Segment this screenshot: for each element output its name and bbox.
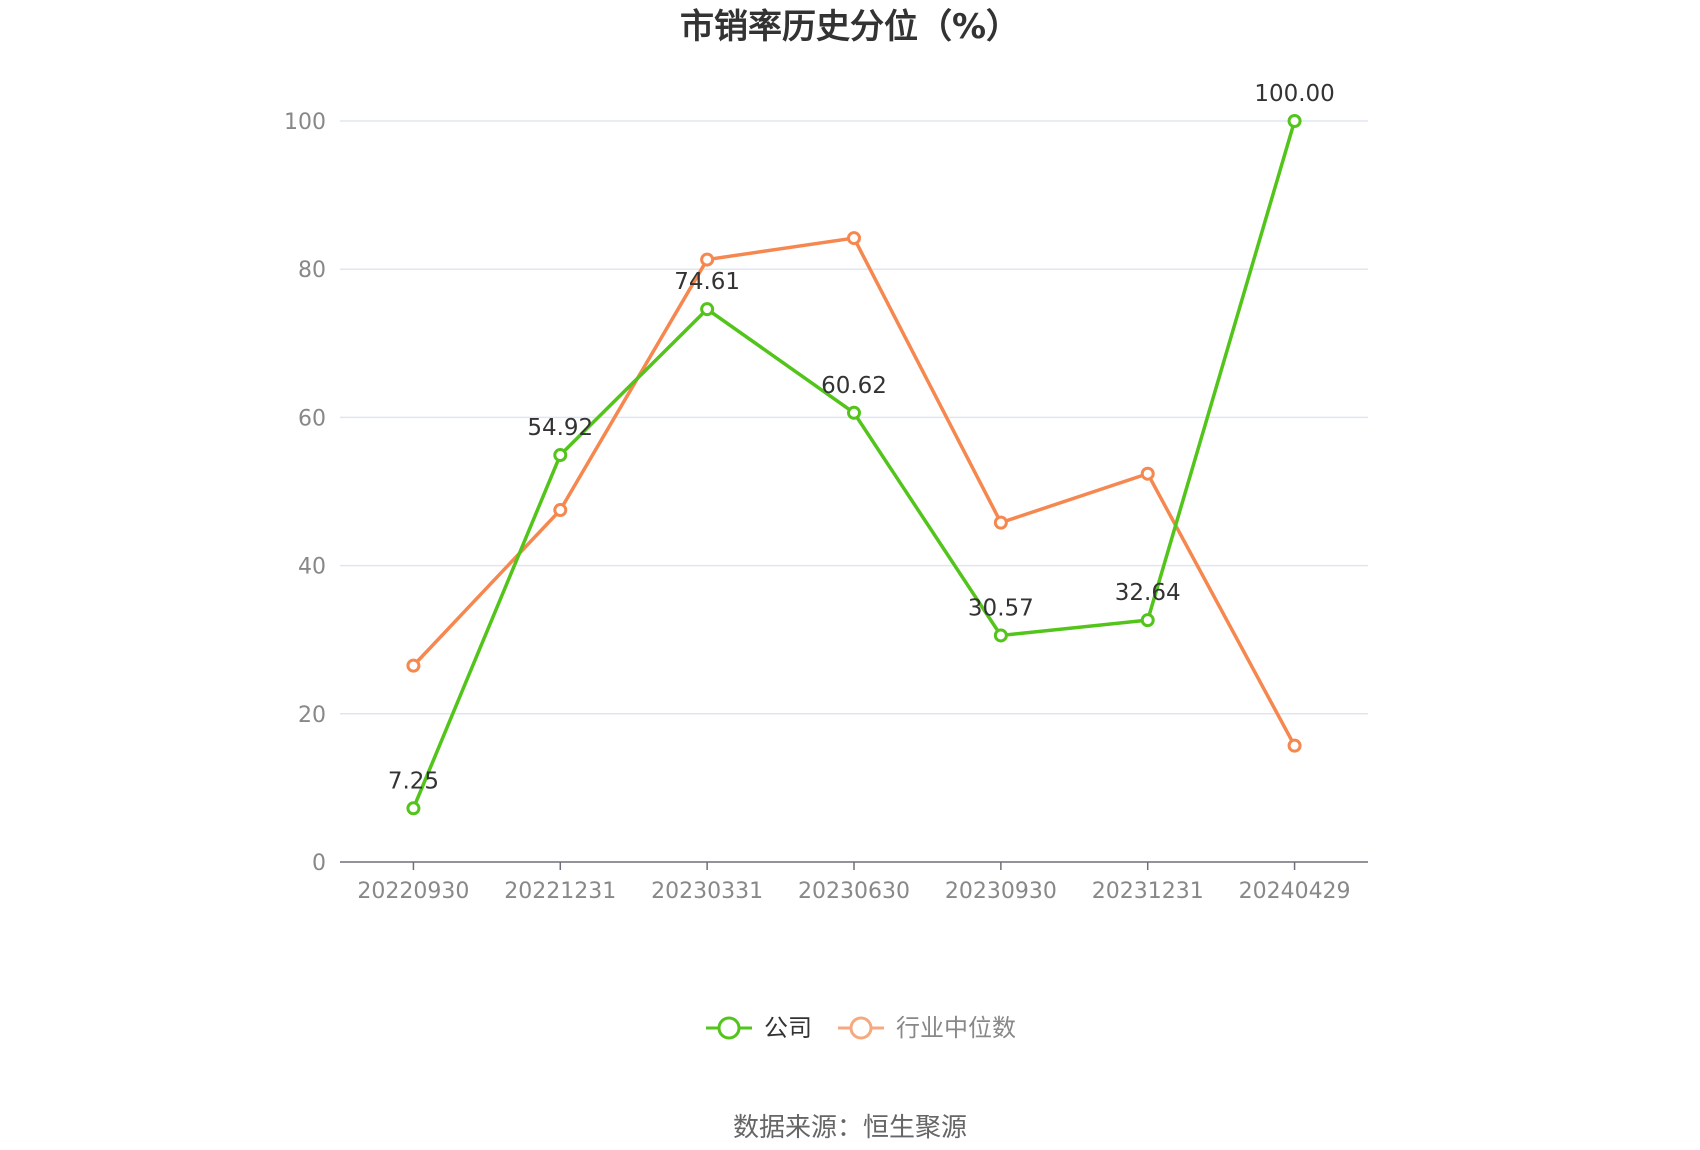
legend-company-label: 公司 [764,1014,812,1042]
x-tick-label: 20230930 [945,879,1057,904]
point-industry [993,515,1008,530]
point-industry [700,252,715,267]
data-label: 60.62 [821,373,887,399]
point-company [700,302,715,317]
x-tick-label: 20240429 [1239,879,1351,904]
y-tick-label: 100 [284,110,326,135]
y-tick-label: 80 [298,258,326,283]
chart-title: 市销率历史分位（%） [680,7,1020,47]
data-label: 32.64 [1115,580,1181,606]
series-line-company [411,120,1297,809]
series [406,114,1302,816]
data-label: 30.57 [968,595,1034,621]
point-company [847,405,861,420]
point-company [553,448,568,463]
legend-item-company[interactable]: 公司 [706,1014,812,1042]
legend-industry-label: 行业中位数 [896,1014,1016,1042]
x-tick-label: 20230630 [798,879,910,904]
data-labels: 7.25 54.92 74.61 60.62 30.57 32.64 100.00 [388,81,1335,794]
data-label: 100.00 [1254,81,1334,107]
x-tick-label: 20230331 [651,879,763,904]
x-tick-label: 20221231 [504,879,616,904]
axes: 0 20 40 60 80 100 20220930 20221231 20230331 2023… [284,110,1368,904]
legend-industry-marker [849,1016,873,1040]
point-industry [847,231,861,246]
point-company [406,801,421,816]
x-tick-label: 20220930 [357,879,469,904]
point-company [1140,613,1155,628]
data-label: 54.92 [527,415,593,441]
y-tick-label: 0 [312,851,326,876]
y-tick-label: 20 [298,703,326,728]
data-source: 数据来源：恒生聚源 [733,1113,967,1143]
y-tick-label: 40 [298,555,326,580]
legend-company-marker [717,1016,741,1040]
point-industry [553,503,568,518]
point-industry [1287,738,1302,753]
x-tick-label: 20231231 [1092,879,1204,904]
point-company [1287,114,1302,128]
data-label: 74.61 [674,269,740,295]
point-industry [1140,466,1155,481]
legend[interactable]: 公司 行业中位数 [706,1014,1016,1042]
data-label: 7.25 [388,768,439,794]
legend-item-industry[interactable]: 行业中位数 [838,1014,1016,1042]
point-company [993,628,1008,643]
point-industry [406,658,421,673]
y-tick-label: 60 [298,406,326,431]
